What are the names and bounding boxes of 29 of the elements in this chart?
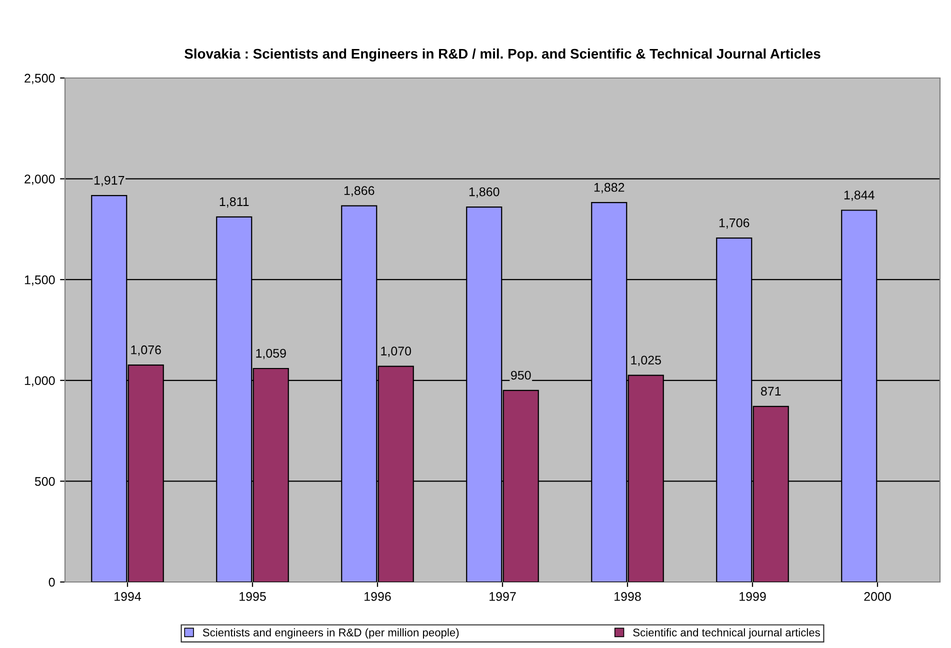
x-tick-label: 1997 xyxy=(490,592,516,601)
x-tick-label: 2000 xyxy=(864,592,891,601)
y-tick-label: 1,000 xyxy=(24,376,55,387)
data-label: 1,811 xyxy=(220,197,249,208)
data-label: 1,025 xyxy=(631,356,661,366)
y-tick-label: 2,000 xyxy=(24,174,55,185)
data-label: 1,070 xyxy=(381,346,412,357)
x-tick-label: 1996 xyxy=(364,592,391,601)
y-tick-label: 1,500 xyxy=(24,275,55,286)
data-label: 871 xyxy=(760,386,781,396)
data-label: 1,706 xyxy=(719,218,750,229)
data-label: 1,866 xyxy=(344,186,374,196)
x-tick-label: 1999 xyxy=(740,592,766,601)
data-label: 1,076 xyxy=(131,345,161,356)
y-tick-label: 2,500 xyxy=(24,74,55,84)
data-label: 1,860 xyxy=(469,187,500,198)
data-label: 1,844 xyxy=(844,190,874,201)
data-label: 950 xyxy=(511,370,531,380)
legend-label: Scientific and technical journal articles xyxy=(633,628,820,639)
data-label: 1,917 xyxy=(94,176,124,186)
x-tick-label: 1994 xyxy=(114,592,142,601)
x-tick-label: 1998 xyxy=(614,592,641,601)
x-tick-label: 1995 xyxy=(240,592,266,601)
data-label: 1,882 xyxy=(594,182,624,194)
legend-label: Scientists and engineers in R&D (per million people) xyxy=(202,628,459,639)
y-tick-label: 500 xyxy=(34,477,55,486)
data-label: 1,059 xyxy=(256,348,286,360)
chart-title: Slovakia : Scientists and Engineers in R&D / mil. Pop. and Scientific & Technical Journal Articles xyxy=(184,48,820,62)
y-tick-label: 0 xyxy=(48,578,55,587)
